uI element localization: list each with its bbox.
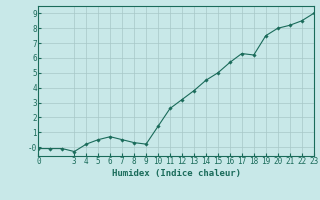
X-axis label: Humidex (Indice chaleur): Humidex (Indice chaleur): [111, 169, 241, 178]
